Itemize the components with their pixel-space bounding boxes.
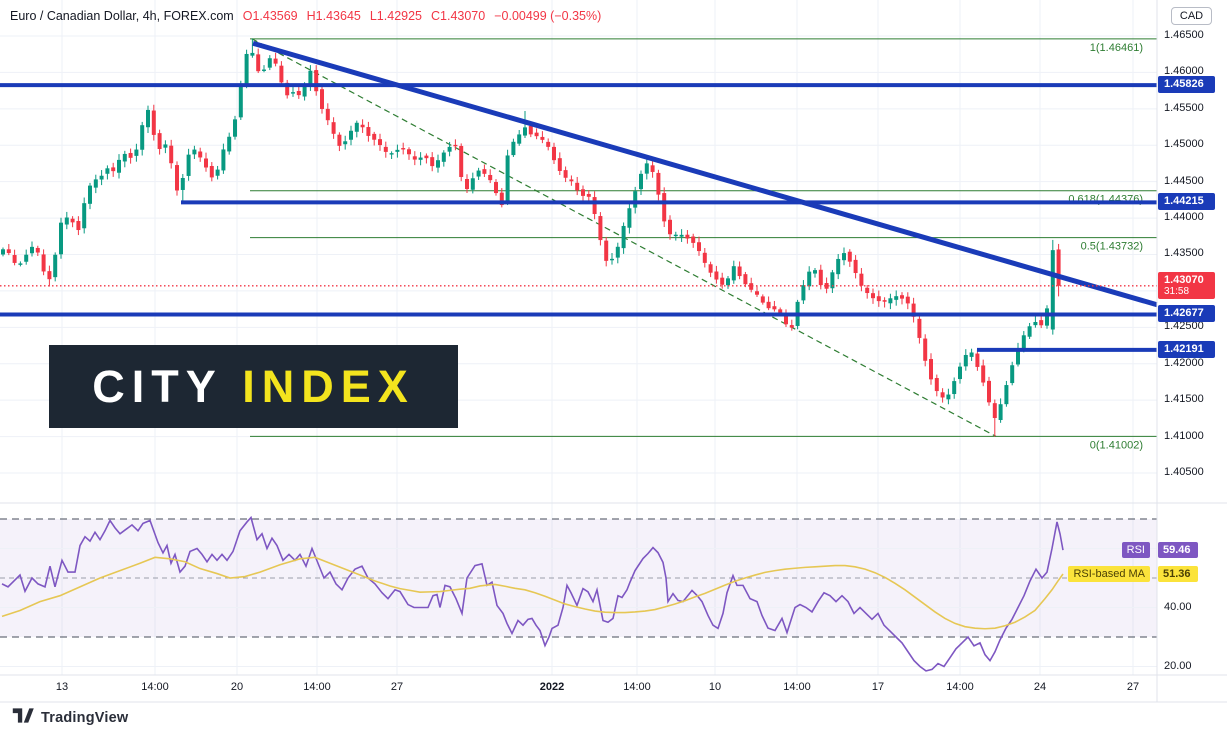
tradingview-brand-text: TradingView: [41, 710, 129, 726]
time-tick-label[interactable]: 14:00: [783, 681, 811, 693]
price-tick-label[interactable]: 1.41500: [1164, 393, 1204, 406]
price-tick-label[interactable]: 1.45500: [1164, 101, 1204, 114]
bar-countdown: 31:58: [1164, 285, 1190, 297]
price-tick-label[interactable]: 1.40500: [1164, 465, 1204, 478]
price-tick-label[interactable]: 1.46500: [1164, 29, 1204, 41]
price-tick-label[interactable]: 1.42500: [1164, 320, 1204, 333]
rsi-ma-value-badge: 51.36: [1158, 565, 1198, 582]
rsi-value-badge: 59.46: [1158, 542, 1198, 559]
time-tick-label[interactable]: 10: [708, 681, 722, 693]
currency-button[interactable]: CAD: [1171, 7, 1212, 25]
price-tick-label[interactable]: 1.42000: [1164, 356, 1204, 369]
fib-level-label: 0.5(1.43732): [1081, 241, 1143, 253]
city-index-watermark: CITY INDEX: [49, 345, 458, 428]
time-tick-label[interactable]: 14:00: [141, 681, 169, 693]
price-tick-label[interactable]: 1.46000: [1164, 65, 1204, 78]
ohlc-close: C1.43070: [431, 9, 486, 23]
tradingview-mark-icon: [12, 707, 34, 729]
ohlc-low: L1.42925: [369, 9, 422, 23]
symbol-title[interactable]: Euro / Canadian Dollar, 4h, FOREX.com: [10, 9, 234, 23]
symbol-header: Euro / Canadian Dollar, 4h, FOREX.com O1…: [10, 9, 601, 23]
current-price-value: 1.43070: [1164, 273, 1204, 286]
rsi-tick-label[interactable]: 20.00: [1164, 659, 1192, 672]
ohlc-open: O1.43569: [242, 9, 298, 23]
watermark-index: INDEX: [242, 360, 415, 412]
time-tick-label[interactable]: 14:00: [946, 681, 974, 693]
price-tick-label[interactable]: 1.44500: [1164, 174, 1204, 187]
time-tick-label[interactable]: 27: [1126, 681, 1140, 693]
time-tick-label[interactable]: 14:00: [303, 681, 331, 693]
price-level-badge: 1.44215: [1158, 193, 1215, 211]
time-tick-label[interactable]: 17: [871, 681, 885, 693]
ohlc-high: H1.43645: [306, 9, 361, 23]
fib-level-label: 0(1.41002): [1090, 439, 1143, 451]
tradingview-logo[interactable]: TradingView: [12, 707, 128, 729]
rsi-tick-label[interactable]: 40.00: [1164, 600, 1192, 613]
watermark-city: CITY: [92, 360, 223, 412]
price-level-badge: 1.42677: [1158, 305, 1215, 323]
price-level-badge: 1.42191: [1158, 340, 1215, 358]
price-change: −0.00499 (−0.35%): [494, 9, 602, 23]
time-tick-label[interactable]: 24: [1033, 681, 1047, 693]
rsi-ma-indicator-label[interactable]: RSI-based MA: [1068, 565, 1150, 582]
price-level-badge: 1.45826: [1158, 76, 1215, 94]
time-tick-label[interactable]: 14:00: [623, 681, 651, 693]
time-tick-label[interactable]: 20: [230, 681, 244, 693]
rsi-indicator-label[interactable]: RSI: [1121, 542, 1150, 559]
price-tick-label[interactable]: 1.41000: [1164, 429, 1204, 442]
price-tick-label[interactable]: 1.43500: [1164, 247, 1204, 260]
time-tick-label[interactable]: 13: [55, 681, 69, 693]
fib-level-label: 1(1.46461): [1090, 42, 1143, 54]
time-tick-label[interactable]: 2022: [539, 681, 565, 693]
price-tick-label[interactable]: 1.44000: [1164, 211, 1204, 224]
time-tick-label[interactable]: 27: [390, 681, 404, 693]
price-tick-label[interactable]: 1.45000: [1164, 138, 1204, 151]
current-price-badge: 1.43070 31:58: [1158, 271, 1215, 299]
